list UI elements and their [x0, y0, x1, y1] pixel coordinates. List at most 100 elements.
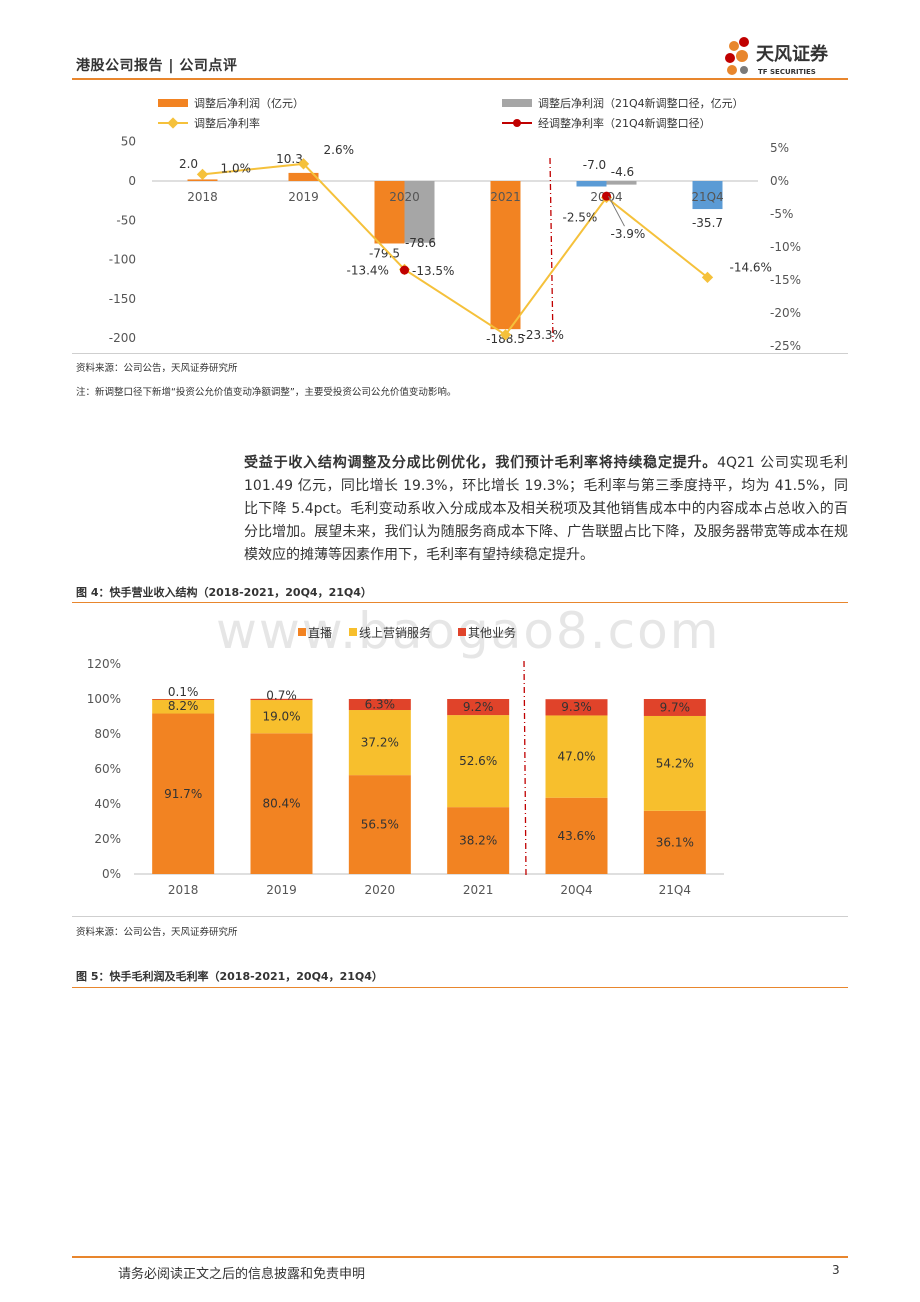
- revenue-structure-chart: 直播 线上营销服务 其他业务 120% 100% 80% 60% 40% 20% 0% 2018 20…: [87, 625, 724, 897]
- stack-label-0: 91.7%: [164, 787, 202, 801]
- x-tick-label: 2020: [365, 883, 396, 897]
- legend-marker-s4: [513, 119, 521, 127]
- stack-segment-0-2019: [250, 733, 313, 874]
- period-divider: [549, 157, 554, 343]
- paragraph-lead: 受益于收入结构调整及分成比例优化，我们预计毛利率将持续稳定提升。: [244, 455, 718, 471]
- x-tick-label: 2021: [490, 190, 521, 204]
- figure4-source: 资料来源：公司公告，天风证券研究所: [76, 927, 238, 938]
- legend-swatch-2: [458, 628, 466, 636]
- bar-new-2020: [404, 181, 435, 243]
- margin-point: [499, 329, 512, 341]
- y-left-tick-label: -200: [109, 331, 136, 345]
- y-tick-label: 100%: [87, 692, 121, 706]
- stack-label-2: 9.7%: [660, 700, 691, 714]
- margin-line: [202, 162, 709, 337]
- stack-segment-0-20Q4: [545, 797, 608, 874]
- bar-adjusted-label: -35.7: [692, 216, 723, 230]
- stack-segment-0-2018: [152, 713, 215, 874]
- x-tick-label: 20Q4: [560, 883, 592, 897]
- stack-label-0: 80.4%: [262, 797, 300, 811]
- bar-adjusted-label: -7.0: [583, 158, 606, 172]
- y-tick-label: 120%: [87, 657, 121, 671]
- stack-label-0: 56.5%: [361, 818, 399, 832]
- x-tick-label: 2019: [288, 190, 319, 204]
- margin-label: -2.5%: [563, 211, 598, 225]
- stack-segment-2-2019: [250, 698, 313, 701]
- y-left-tick-label: -150: [109, 292, 136, 306]
- stack-label-1: 19.0%: [262, 710, 300, 724]
- logo-subtext: TF SECURITIES: [758, 68, 816, 76]
- page-number: 3: [832, 1263, 840, 1277]
- margin-label: -13.4%: [347, 263, 389, 277]
- stack-label-1: 8.2%: [168, 699, 199, 713]
- logo-text: 天风证券: [756, 43, 829, 65]
- legend-marker-s3: [167, 117, 179, 129]
- x-tick-label: 2018: [187, 190, 218, 204]
- stack-label-2: 9.2%: [463, 700, 494, 714]
- legend-swatch-0: [298, 628, 306, 636]
- margin-label: 2.6%: [324, 143, 355, 157]
- y-tick-label: 0%: [102, 867, 121, 881]
- stack-label-0: 36.1%: [656, 835, 694, 849]
- x-tick-label: 2019: [266, 883, 297, 897]
- legend-swatch-s1: [158, 99, 188, 107]
- y-tick-label: 60%: [94, 762, 121, 776]
- y-tick-label: 20%: [94, 832, 121, 846]
- stack-segment-1-2020: [348, 710, 411, 776]
- y-left-tick-label: -100: [109, 253, 136, 267]
- margin-point: [701, 271, 714, 284]
- paragraph-body: 4Q21 公司实现毛利 101.49 亿元，同比增长 19.3%，环比增长 19…: [244, 455, 848, 563]
- legend-label-s2: 调整后净利润（21Q4新调整口径，亿元）: [538, 96, 744, 110]
- legend-label-0: 直播: [308, 626, 332, 640]
- stack-segment-1-21Q4: [643, 715, 706, 811]
- y-left-tick-label: 50: [121, 135, 136, 149]
- stack-label-1: 47.0%: [557, 750, 595, 764]
- stack-segment-1-20Q4: [545, 715, 608, 798]
- stack-label-2: 6.3%: [365, 698, 396, 712]
- stack-label-2: 0.7%: [266, 688, 297, 702]
- stack-segment-1-2019: [250, 700, 313, 734]
- y-left-tick-label: 0: [128, 174, 136, 188]
- figure4-top-rule: [72, 602, 848, 603]
- y-tick-label: 80%: [94, 727, 121, 741]
- flower-logo-icon: [725, 37, 749, 75]
- figure4-title: 图 4：快手营业收入结构（2018-2021，20Q4，21Q4）: [76, 586, 372, 599]
- margin-label: 1.0%: [221, 161, 252, 175]
- stack-segment-2-2020: [348, 699, 411, 711]
- bar-adjusted-2021: [490, 181, 521, 330]
- header-rule: [72, 78, 848, 80]
- new-margin-point: [602, 191, 611, 201]
- figure5-top-rule: [72, 987, 848, 988]
- footer-disclaimer: 请务必阅读正文之后的信息披露和免责申明: [118, 1267, 366, 1282]
- x-tick-label: 2021: [463, 883, 494, 897]
- y-right-tick-label: -10%: [770, 240, 801, 254]
- net-profit-chart: 调整后净利润（亿元） 调整后净利润（21Q4新调整口径，亿元） 调整后净利率 经调整净…: [109, 96, 801, 352]
- legend-label-s3: 调整后净利率: [194, 116, 260, 130]
- x-tick-label: 21Q4: [659, 883, 691, 897]
- bar-adjusted-2019: [288, 172, 319, 181]
- new-margin-label: -13.5%: [412, 264, 454, 278]
- stack-label-2: 9.3%: [561, 700, 592, 714]
- stack-segment-1-2021: [447, 715, 510, 808]
- analysis-paragraph: 受益于收入结构调整及分成比例优化，我们预计毛利率将持续稳定提升。4Q21 公司实…: [244, 452, 848, 567]
- x-tick-label: 2018: [168, 883, 199, 897]
- legend-label-2: 其他业务: [468, 625, 516, 640]
- figure4-bottom-rule: [72, 916, 848, 917]
- callout-line: [608, 195, 625, 227]
- stack-segment-0-21Q4: [643, 810, 706, 874]
- margin-label: -23.3%: [522, 328, 564, 342]
- stack-label-0: 43.6%: [557, 829, 595, 843]
- chart1-source: 资料来源：公司公告，天风证券研究所: [76, 363, 238, 374]
- footer-rule: [72, 1256, 848, 1258]
- y-right-tick-label: -25%: [770, 339, 801, 352]
- report-header-title: 港股公司报告 | 公司点评: [76, 58, 238, 74]
- new-margin-label: -3.9%: [611, 227, 646, 241]
- stack-segment-2-2018: [152, 699, 215, 700]
- y-right-tick-label: 0%: [770, 174, 789, 188]
- legend-label-s4: 经调整净利率（21Q4新调整口径）: [538, 116, 711, 130]
- bar-new-label: -4.6: [611, 165, 634, 179]
- new-margin-point: [400, 265, 409, 275]
- bar-adjusted-2020: [374, 181, 405, 244]
- bar-adjusted-20Q4: [576, 181, 607, 187]
- bar-adjusted-label: 10.3: [276, 152, 303, 166]
